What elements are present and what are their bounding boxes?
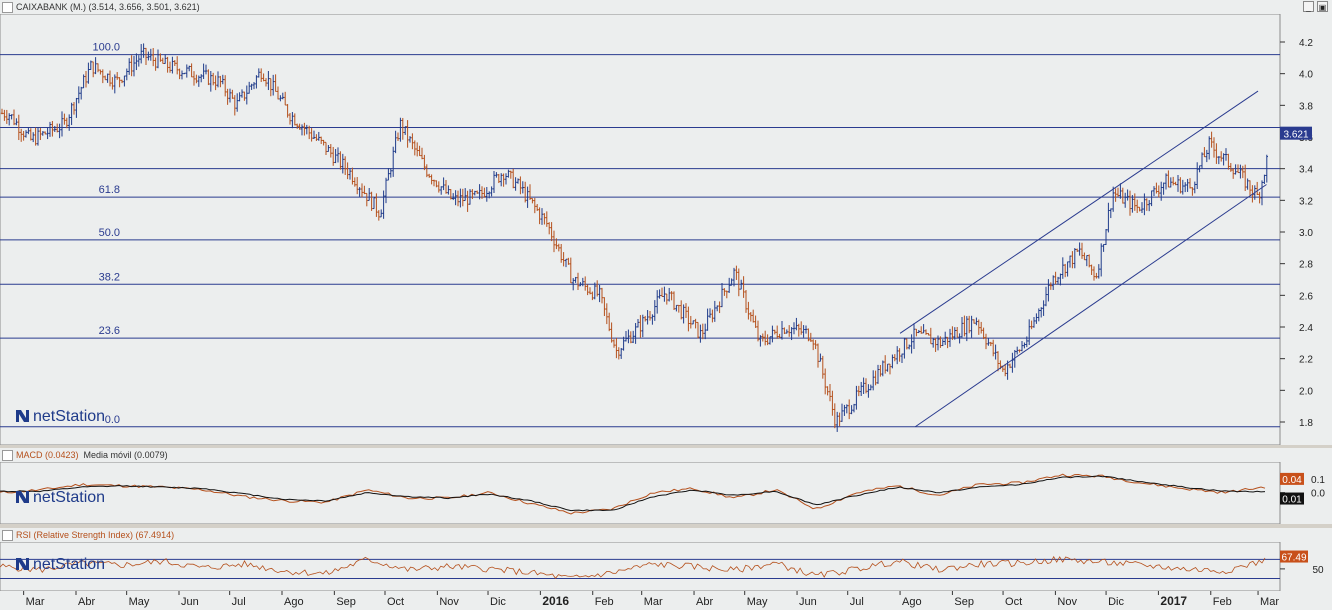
x-axis-tick-label: Sep — [336, 596, 356, 608]
x-axis-tick-label: Jul — [232, 596, 246, 608]
rsi-pane-title: RSI (Relative Strength Index) (67.4914) — [2, 528, 174, 542]
fib-level-label: 100.0 — [92, 42, 120, 54]
fib-level-label: 23.6 — [99, 325, 120, 337]
netstation-logo: netStation — [16, 408, 105, 425]
x-axis-tick-label: Mar — [26, 596, 45, 608]
x-axis-tick-label: Ago — [284, 596, 304, 608]
y-axis-tick-label: 3.0 — [1299, 228, 1313, 239]
x-axis-tick-label: May — [129, 596, 150, 608]
restore-button[interactable]: ▣ — [1317, 1, 1328, 12]
x-axis-tick-label: Mar — [644, 596, 663, 608]
macd-line — [0, 473, 1266, 515]
y-axis-tick-label: 3.8 — [1299, 101, 1313, 112]
x-axis-tick-label: 2016 — [542, 594, 569, 608]
y-axis-tick-label: 2.6 — [1299, 291, 1313, 302]
x-axis-tick-label: Feb — [1213, 596, 1232, 608]
y-axis-tick-label: 50 — [1312, 565, 1324, 576]
macd-signal-line — [0, 475, 1266, 512]
y-axis-tick-label: 2.4 — [1299, 323, 1313, 334]
macd-pane: MACD (0.0423) Media móvil (0.0079) 0.1 0.… — [0, 448, 1332, 524]
price-pane-titlebar: CAIXABANK (M.) (3.514, 3.656, 3.501, 3.6… — [0, 0, 1298, 14]
x-axis-tick-label: Abr — [78, 596, 95, 608]
x-axis-tick-label: Abr — [696, 596, 713, 608]
y-axis-tick-label: 1.8 — [1299, 418, 1313, 429]
pane-menu-icon[interactable] — [2, 450, 13, 462]
x-axis-tick-label: Oct — [387, 596, 404, 608]
x-axis-tick-label: Nov — [1057, 596, 1077, 608]
x-axis-tick-label: Jun — [181, 596, 199, 608]
x-axis-tick-label: Feb — [595, 596, 614, 608]
channel-upper-line — [899, 90, 1259, 334]
rsi-badge: 67.49 — [1280, 550, 1308, 564]
x-axis-tick-label: Dic — [490, 596, 506, 608]
watermark-text: netStation — [33, 408, 105, 425]
pane-menu-icon[interactable] — [2, 2, 13, 14]
last-price-badge: 3.621 — [1280, 126, 1312, 141]
x-axis-tick-label: Oct — [1005, 596, 1022, 608]
time-axis: Mar Abr May Jun Jul Ago Sep Oct Nov Dic 2016 Feb Mar… — [0, 591, 1332, 610]
macd-pane-title: MACD (0.0423) Media móvil (0.0079) — [2, 448, 168, 462]
x-axis-tick-label: Sep — [954, 596, 974, 608]
price-title-text: CAIXABANK (M.) (3.514, 3.656, 3.501, 3.6… — [16, 2, 200, 12]
fib-level-label: 50.0 — [99, 227, 120, 239]
rsi-value-badge: 67.49 — [1281, 553, 1306, 564]
macd-value-badge: 0.04 — [1282, 475, 1302, 486]
macd-pane-titlebar: MACD (0.0423) Media móvil (0.0079) — [0, 448, 1298, 462]
y-axis-tick-label: 2.2 — [1299, 355, 1313, 366]
rsi-pane-titlebar: RSI (Relative Strength Index) (67.4914) — [0, 528, 1298, 542]
watermark-text: netStation — [33, 556, 105, 573]
netstation-logo: netStation — [16, 556, 105, 573]
price-pane: CAIXABANK (M.) (3.514, 3.656, 3.501, 3.6… — [0, 0, 1332, 445]
fib-level-label: 61.8 — [99, 184, 120, 196]
signal-value-badge: 0.01 — [1282, 495, 1302, 506]
x-axis-tick-label: Nov — [439, 596, 459, 608]
channel-lower-line — [914, 184, 1267, 428]
rsi-line — [0, 555, 1266, 579]
x-axis-tick-label: 2017 — [1160, 594, 1187, 608]
y-axis-tick-label: 2.0 — [1299, 386, 1313, 397]
y-axis-tick-label: 3.2 — [1299, 196, 1313, 207]
x-axis-tick-label: May — [747, 596, 768, 608]
rsi-pane: RSI (Relative Strength Index) (67.4914) … — [0, 528, 1332, 591]
rsi-chart[interactable]: 50 67.49 netStation — [0, 542, 1332, 591]
price-pane-title: CAIXABANK (M.) (3.514, 3.656, 3.501, 3.6… — [2, 0, 200, 14]
price-chart[interactable]: 100.061.850.038.223.60.0 4.24.03.83.63.4… — [0, 14, 1332, 445]
macd-chart[interactable]: 0.1 0.0 0.04 0.01 netStation — [0, 462, 1332, 524]
netstation-logo: netStation — [16, 489, 105, 506]
macd-badges: 0.04 0.01 — [1280, 472, 1304, 506]
x-axis-tick-label: Mar — [1260, 596, 1279, 608]
rsi-title-text: RSI (Relative Strength Index) (67.4914) — [16, 530, 175, 540]
minimize-button[interactable]: _ — [1303, 1, 1314, 12]
y-axis-tick-label: 2.8 — [1299, 260, 1313, 271]
watermark-text: netStation — [33, 489, 105, 506]
fib-level-label: 0.0 — [105, 414, 120, 426]
y-axis-tick-label: 4.2 — [1299, 38, 1313, 49]
y-axis-tick-label: 0.1 — [1311, 475, 1325, 486]
y-axis-tick-label: 4.0 — [1299, 70, 1313, 81]
fib-level-label: 38.2 — [99, 271, 120, 283]
macd-title-text: MACD (0.0423) — [16, 450, 79, 460]
y-axis-tick-label: 0.0 — [1311, 489, 1325, 500]
x-axis-tick-label: Jun — [799, 596, 817, 608]
macd-signal-title: Media móvil (0.0079) — [83, 450, 168, 460]
y-axis-tick-label: 3.4 — [1299, 165, 1313, 176]
last-price-label: 3.621 — [1283, 130, 1308, 141]
x-axis-tick-label: Dic — [1108, 596, 1124, 608]
pane-menu-icon[interactable] — [2, 530, 13, 542]
x-axis-tick-label: Jul — [850, 596, 864, 608]
x-axis-tick-label: Ago — [902, 596, 922, 608]
